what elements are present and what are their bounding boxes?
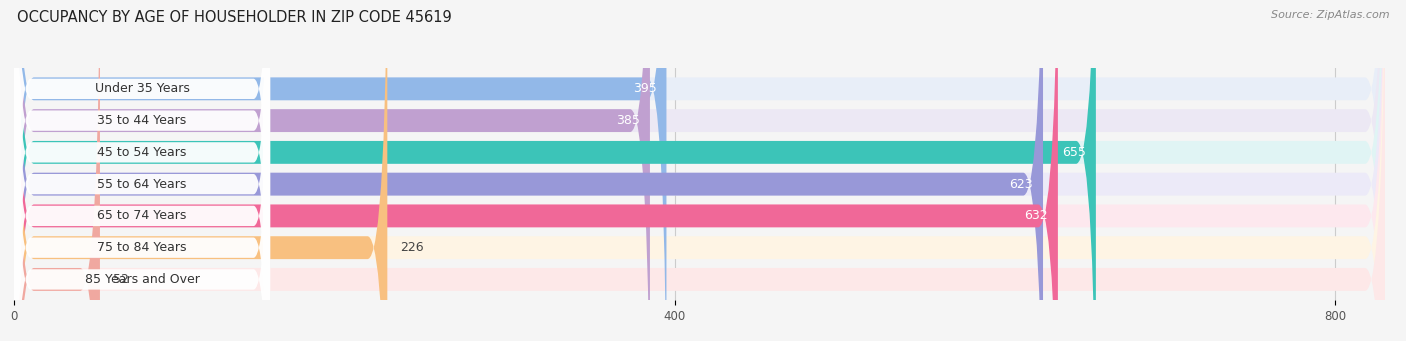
FancyBboxPatch shape	[14, 0, 1385, 341]
Text: Source: ZipAtlas.com: Source: ZipAtlas.com	[1271, 10, 1389, 20]
FancyBboxPatch shape	[14, 0, 270, 341]
Text: 385: 385	[616, 114, 640, 127]
FancyBboxPatch shape	[14, 0, 270, 341]
Text: 35 to 44 Years: 35 to 44 Years	[97, 114, 187, 127]
FancyBboxPatch shape	[14, 0, 270, 341]
FancyBboxPatch shape	[14, 0, 270, 341]
Text: 226: 226	[401, 241, 425, 254]
FancyBboxPatch shape	[14, 0, 1385, 341]
Text: OCCUPANCY BY AGE OF HOUSEHOLDER IN ZIP CODE 45619: OCCUPANCY BY AGE OF HOUSEHOLDER IN ZIP C…	[17, 10, 451, 25]
Text: 395: 395	[633, 82, 657, 95]
FancyBboxPatch shape	[14, 0, 1043, 341]
FancyBboxPatch shape	[14, 0, 270, 341]
FancyBboxPatch shape	[14, 0, 666, 341]
FancyBboxPatch shape	[14, 0, 650, 341]
FancyBboxPatch shape	[14, 0, 1385, 341]
FancyBboxPatch shape	[14, 0, 1385, 341]
FancyBboxPatch shape	[14, 0, 1385, 341]
Text: 45 to 54 Years: 45 to 54 Years	[97, 146, 187, 159]
FancyBboxPatch shape	[14, 0, 270, 341]
Text: 632: 632	[1025, 209, 1047, 222]
Text: 623: 623	[1010, 178, 1033, 191]
Text: 55 to 64 Years: 55 to 64 Years	[97, 178, 187, 191]
Text: 85 Years and Over: 85 Years and Over	[84, 273, 200, 286]
FancyBboxPatch shape	[14, 0, 1095, 341]
Text: 75 to 84 Years: 75 to 84 Years	[97, 241, 187, 254]
Text: 65 to 74 Years: 65 to 74 Years	[97, 209, 187, 222]
FancyBboxPatch shape	[14, 0, 387, 341]
FancyBboxPatch shape	[14, 0, 1385, 341]
FancyBboxPatch shape	[14, 0, 270, 341]
Text: Under 35 Years: Under 35 Years	[94, 82, 190, 95]
FancyBboxPatch shape	[14, 0, 1057, 341]
FancyBboxPatch shape	[14, 0, 1385, 341]
Text: 52: 52	[112, 273, 129, 286]
FancyBboxPatch shape	[14, 0, 100, 341]
Text: 655: 655	[1062, 146, 1085, 159]
